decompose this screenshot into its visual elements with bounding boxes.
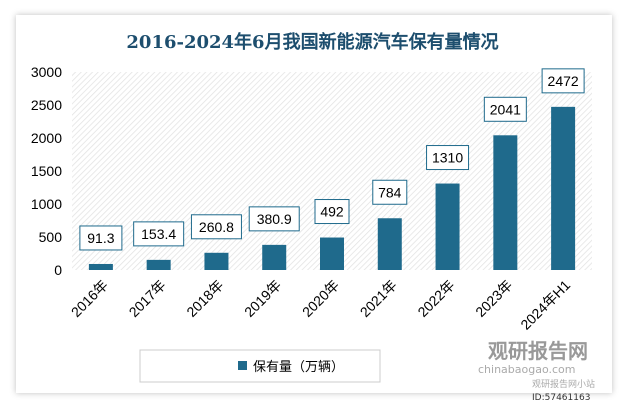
data-label-box [314, 199, 350, 225]
bar [435, 183, 460, 270]
data-label-box [190, 214, 242, 240]
legend-box [139, 349, 381, 383]
legend-swatch [238, 361, 247, 370]
data-label-box [372, 179, 408, 205]
x-tick-label: 2021年 [357, 277, 400, 320]
y-tick-label: 2500 [31, 97, 62, 113]
y-tick-label: 1000 [31, 196, 62, 212]
y-tick-label: 500 [39, 229, 63, 245]
y-tick-label: 2000 [31, 130, 62, 146]
bar [146, 259, 171, 270]
bar [320, 237, 344, 270]
data-label-box [79, 225, 123, 251]
y-tick-label: 0 [54, 262, 62, 278]
x-tick-label: 2020年 [299, 277, 342, 320]
bar [551, 106, 576, 271]
bar [493, 135, 518, 270]
watermark-brand: 观研报告网 [488, 339, 588, 363]
data-label-box [133, 221, 185, 247]
x-tick-label: 2019年 [241, 277, 284, 320]
data-label: 492 [320, 204, 344, 220]
y-tick-label: 3000 [31, 64, 62, 80]
data-label: 260.8 [199, 219, 234, 235]
x-tick-label: 2023年 [472, 277, 515, 320]
x-tick-label: 2017年 [126, 277, 169, 320]
bar [88, 263, 113, 270]
data-label: 784 [378, 184, 402, 200]
y-tick-label: 1500 [31, 163, 62, 179]
legend-label: 保有量（万辆） [253, 360, 344, 375]
data-label: 91.3 [87, 230, 114, 246]
x-tick-label: 2018年 [183, 277, 226, 320]
watermark-url: chinabaogao.com [478, 363, 576, 376]
x-tick-label: 2022年 [414, 277, 457, 320]
chart-title: 2016-2024年6月我国新能源汽车保有量情况 [126, 32, 499, 53]
x-tick-label: 2024年H1 [517, 277, 573, 333]
bar [204, 252, 229, 270]
data-label: 2041 [490, 101, 521, 117]
x-tick-label: 2016年 [68, 277, 111, 320]
data-label: 380.9 [257, 211, 292, 227]
watermark-sub: 观研报告网小站 [532, 380, 596, 390]
watermark-id: ID:57461163 [532, 393, 591, 403]
data-label-box [541, 68, 585, 94]
data-label: 153.4 [141, 226, 176, 242]
bar [377, 218, 402, 270]
data-label: 1310 [432, 150, 463, 166]
data-label: 2472 [548, 73, 579, 89]
bar [262, 244, 287, 270]
data-label-box [483, 96, 527, 122]
data-label-box [248, 206, 300, 232]
data-label-box [426, 145, 470, 171]
